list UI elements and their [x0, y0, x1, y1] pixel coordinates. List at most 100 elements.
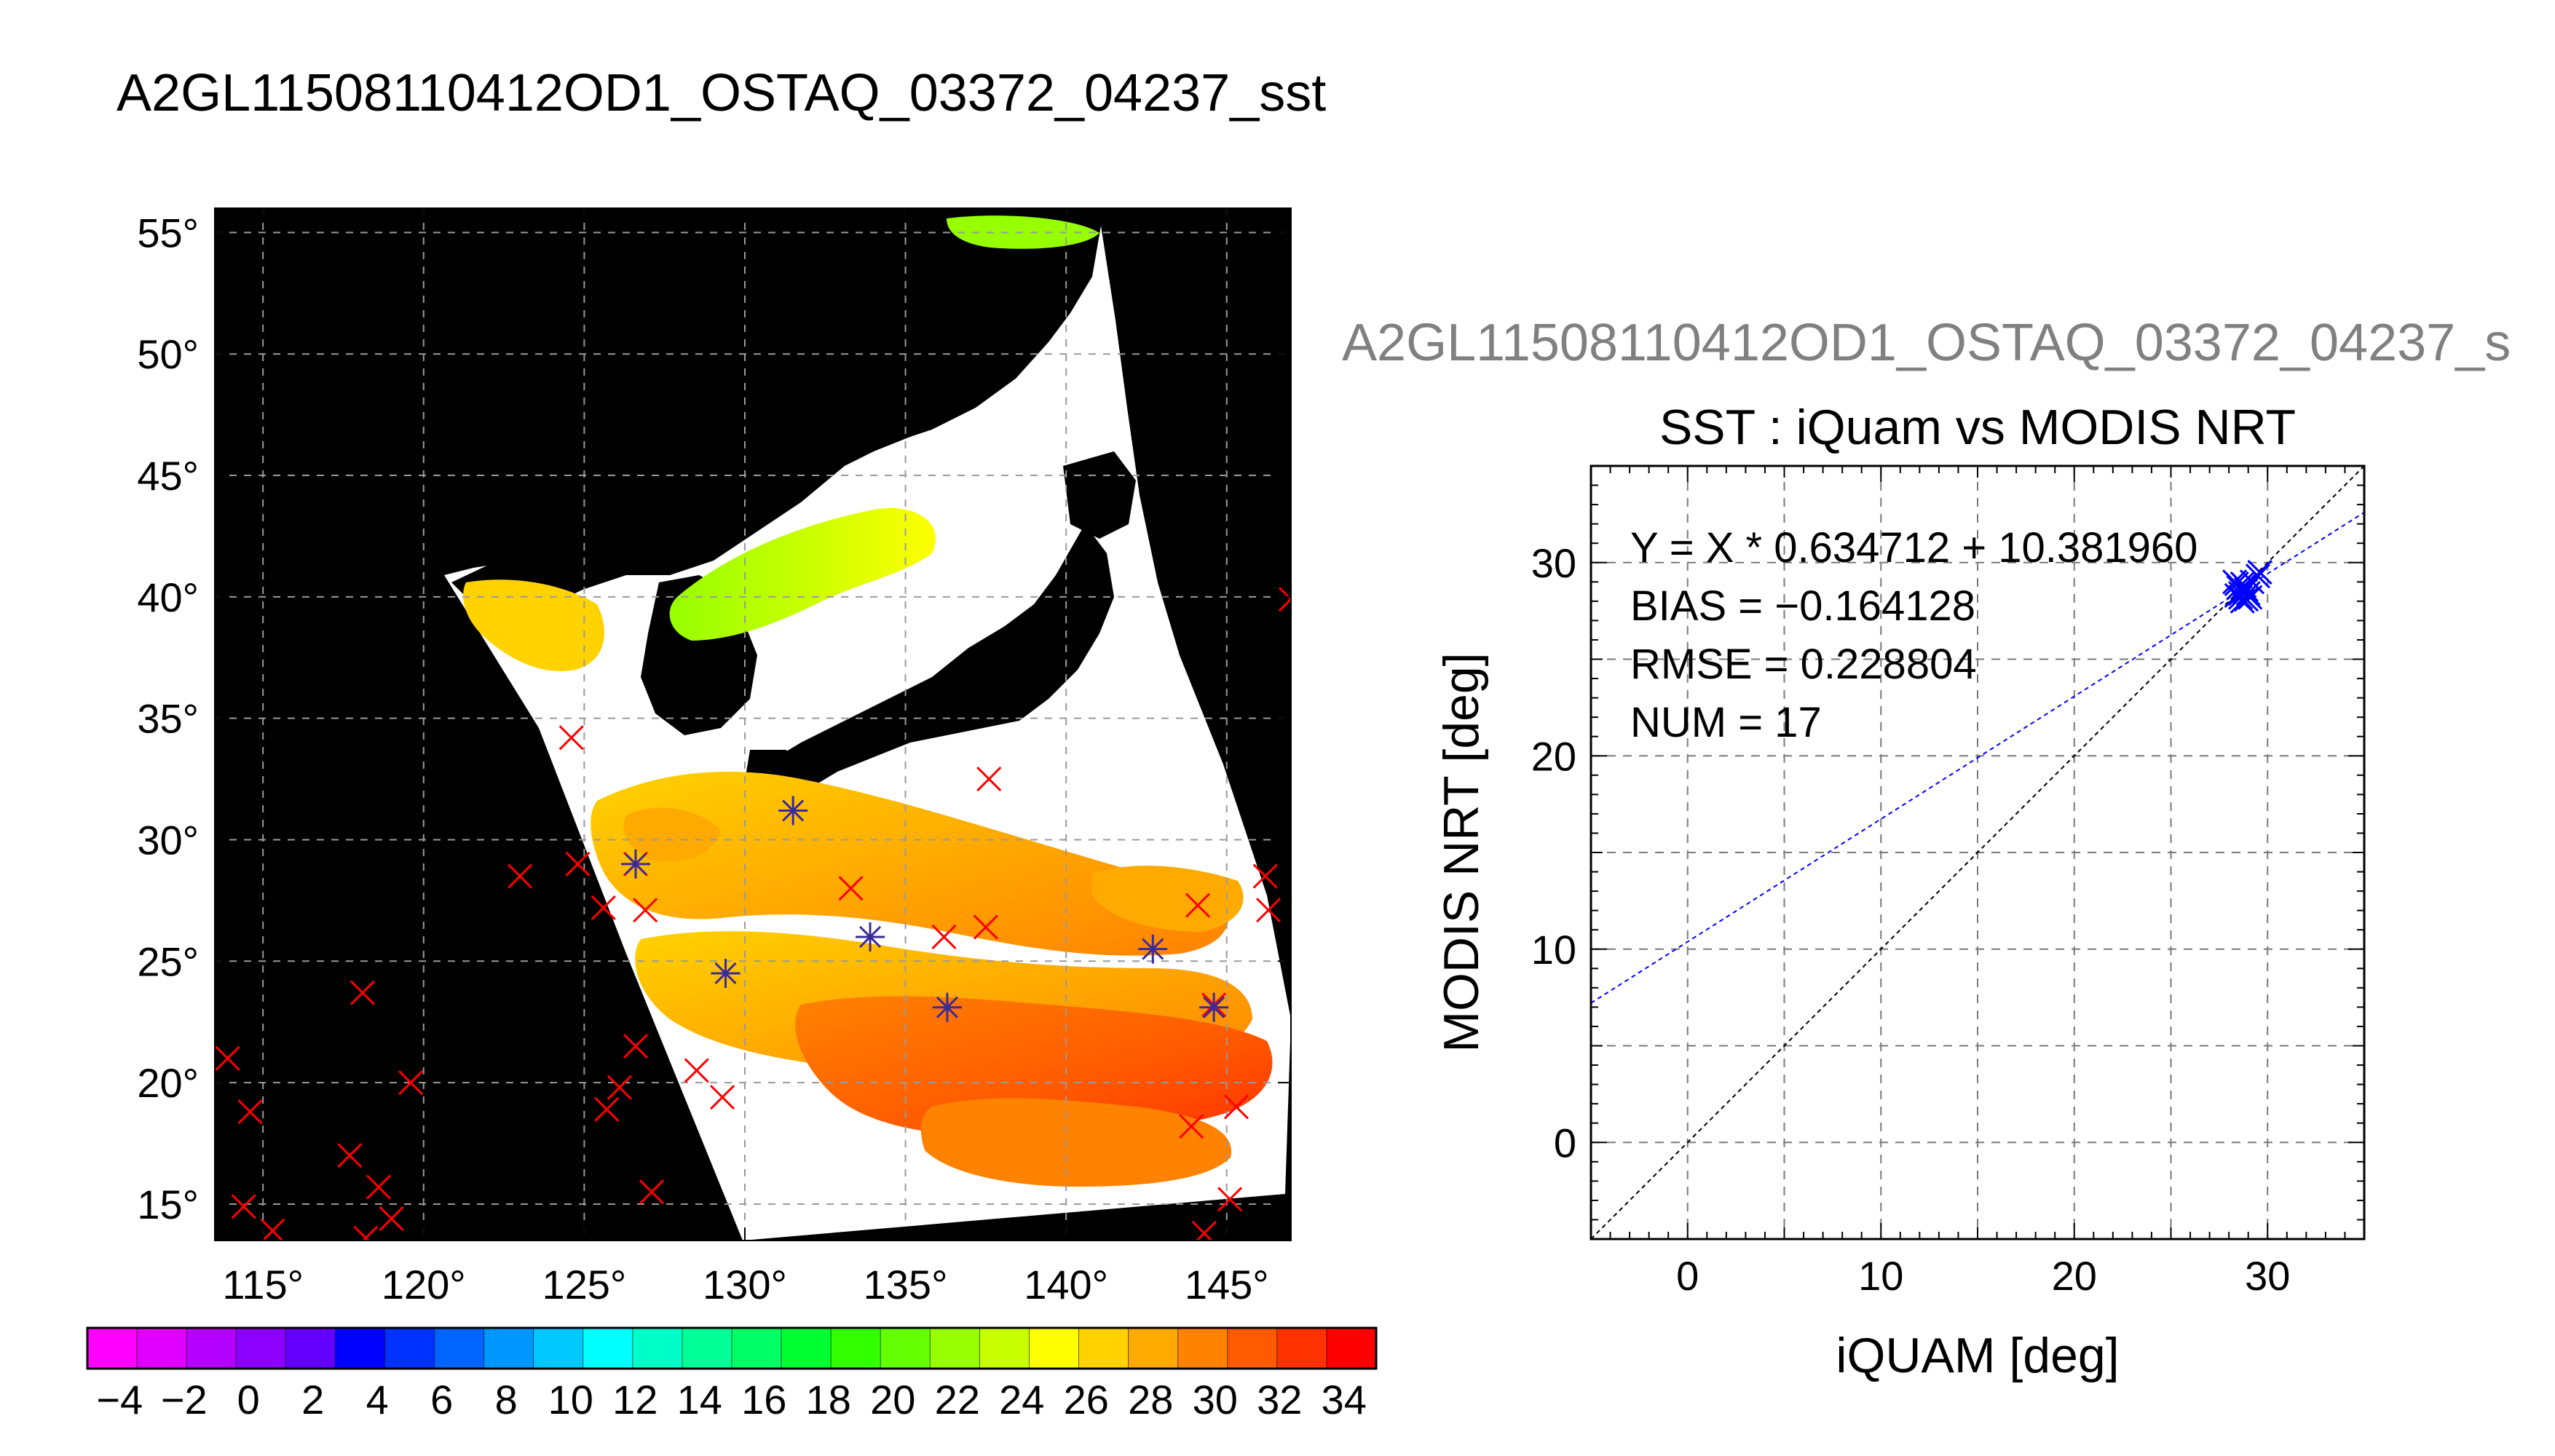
scatter-title: SST : iQuam vs MODIS NRT	[1659, 400, 2296, 455]
map-marker-red-x	[633, 898, 658, 923]
map-marker-red-x	[215, 1045, 240, 1071]
colorbar-cell	[1177, 1328, 1228, 1369]
map-marker-red-x	[1191, 1220, 1217, 1241]
map-lon-label: 125°	[542, 1262, 626, 1307]
colorbar-tick-label: 28	[1128, 1377, 1173, 1423]
map-marker-blue-star	[1199, 992, 1229, 1022]
map-marker-blue-star	[620, 849, 650, 879]
colorbar-cell	[285, 1328, 336, 1369]
sst-patch-japan-sea	[669, 508, 936, 641]
scatter-annotations: Y = X * 0.634712 + 10.381960 BIAS = −0.16…	[1630, 524, 2197, 746]
map-marker-red-x	[379, 1206, 404, 1232]
colorbar-cell	[1326, 1328, 1377, 1369]
map-marker-red-x	[1278, 587, 1291, 612]
page-title: A2GL11508110412OD1_OSTAQ_03372_04237_sst	[117, 64, 1327, 122]
colorbar-tick-label: −2	[161, 1377, 208, 1423]
map-lat-label: 55°	[137, 210, 199, 256]
colorbar-cell	[483, 1328, 534, 1369]
map-lon-label: 135°	[864, 1262, 948, 1307]
colorbar-tick-label: 32	[1257, 1377, 1302, 1423]
map-marker-red-x	[260, 1218, 285, 1241]
map-lat-label: 20°	[137, 1060, 199, 1106]
scatter-gridlines	[1591, 466, 2364, 1239]
map-tick-marks	[215, 208, 1291, 1241]
map-marker-red-x	[1179, 1114, 1204, 1139]
map-markers	[215, 587, 1291, 1241]
land-asia	[451, 211, 1101, 619]
colorbar-tick-label: 16	[741, 1377, 786, 1423]
colorbar-cell	[979, 1328, 1030, 1369]
map-lon-label: 130°	[703, 1262, 787, 1307]
map-lon-label: 120°	[382, 1262, 466, 1307]
colorbar-cell	[1029, 1328, 1080, 1369]
map-marker-red-x	[1185, 893, 1211, 918]
scatter-x-tick-label: 10	[1858, 1253, 1903, 1299]
map-marker-blue-star	[778, 796, 808, 826]
map-marker-blue-star	[711, 958, 741, 988]
map-marker-blue-star	[1138, 934, 1168, 964]
scatter-point	[2232, 573, 2257, 598]
map-marker-red-x	[350, 980, 376, 1005]
map-marker-red-x	[565, 851, 591, 877]
colorbar-cell	[236, 1328, 287, 1369]
colorbar-tick-label: 34	[1322, 1377, 1367, 1423]
sst-patch-far-south	[920, 1098, 1232, 1187]
map-lat-label: 40°	[137, 574, 199, 620]
map-marker-red-x	[710, 1085, 735, 1110]
colorbar-tick-label: 8	[495, 1377, 518, 1423]
colorbar-cell	[930, 1328, 981, 1369]
colorbar-cell	[1276, 1328, 1327, 1369]
map-marker-red-x	[231, 1194, 256, 1219]
map-marker-red-x	[623, 1034, 649, 1059]
colorbar-cell	[1078, 1328, 1129, 1369]
scatter-annotation: Y = X * 0.634712 + 10.381960	[1630, 524, 2197, 571]
scatter-y-tick-label: 0	[1554, 1120, 1576, 1166]
map-marker-red-x	[366, 1174, 392, 1200]
colorbar-tick-label: 14	[677, 1377, 722, 1423]
colorbar-cell	[682, 1328, 732, 1369]
map-marker-red-x	[1223, 1094, 1249, 1120]
map-lon-labels: 115° 120° 125° 130° 135° 140° 145°	[222, 1262, 1268, 1307]
sst-patch-kuroshio	[591, 772, 1229, 956]
scatter-figure-title: A2GL11508110412OD1_OSTAQ_03372_04237_s	[1342, 314, 2511, 372]
sst-patch-yellow-sea	[463, 579, 604, 671]
scatter-point	[2247, 559, 2272, 585]
map-marker-red-x	[1256, 898, 1282, 923]
map-marker-red-x	[337, 1143, 363, 1168]
map-lat-label: 15°	[137, 1182, 199, 1227]
map-marker-red-x	[237, 1099, 263, 1125]
colorbar-cell	[880, 1328, 931, 1369]
map-marker-blue-star	[856, 922, 885, 951]
scatter-annotation: RMSE = 0.228804	[1630, 641, 1977, 688]
colorbar-cell	[186, 1328, 237, 1369]
colorbar-cells	[87, 1328, 1377, 1369]
colorbar-cell	[533, 1328, 584, 1369]
map-marker-red-x	[398, 1070, 424, 1096]
colorbar-cell	[781, 1328, 832, 1369]
map-lat-label: 30°	[137, 817, 199, 863]
map-lat-label: 50°	[137, 331, 199, 377]
map-marker-red-x	[594, 1096, 620, 1122]
map-lat-label: 25°	[137, 938, 199, 984]
scatter-y-tick-labels: 0 10 20 30	[1531, 540, 1576, 1166]
scatter-x-tick-label: 30	[2245, 1253, 2290, 1299]
map-marker-red-x	[508, 863, 533, 889]
map-lat-label: 35°	[137, 696, 199, 742]
colorbar-tick-label: 30	[1193, 1377, 1238, 1423]
map-marker-red-x	[353, 1225, 379, 1241]
map-marker-red-x	[684, 1058, 709, 1083]
map-gridlines	[215, 208, 1291, 1241]
land-hokkaido	[1063, 451, 1136, 539]
scatter-point	[2228, 581, 2254, 606]
map-lon-label: 145°	[1185, 1262, 1269, 1307]
colorbar-cell	[583, 1328, 633, 1369]
map-lon-label: 115°	[222, 1262, 304, 1307]
colorbar-cell	[434, 1328, 485, 1369]
map-marker-red-x	[1217, 1187, 1243, 1212]
colorbar-tick-label: 26	[1064, 1377, 1109, 1423]
colorbar-tick-label: 24	[999, 1377, 1044, 1423]
colorbar-cell	[632, 1328, 683, 1369]
colorbar-tick-label: 12	[612, 1377, 657, 1423]
